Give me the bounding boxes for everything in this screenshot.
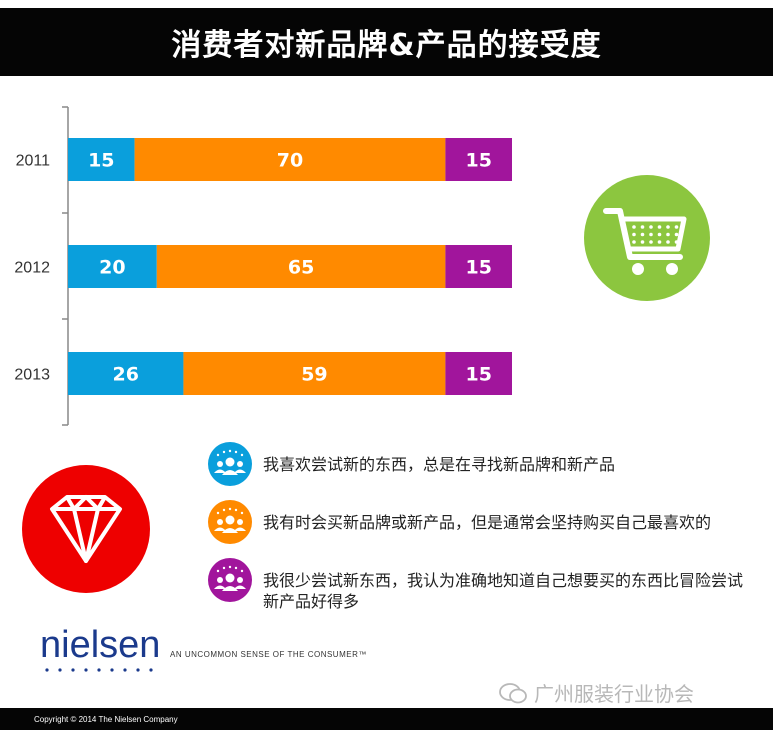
y-tick-label: 2012	[14, 260, 50, 277]
shopping-cart-icon	[584, 175, 710, 301]
bar-segment	[183, 352, 446, 395]
legend-label: 我喜欢尝试新的东西，总是在寻找新品牌和新产品	[263, 455, 616, 474]
bar-segment	[68, 138, 135, 181]
watermark-text: 广州服装行业协会	[534, 682, 694, 706]
nielsen-logo: nielsen	[40, 624, 161, 666]
bar-value-label: 26	[112, 364, 138, 386]
stacked-bar-chart: 2011 2012 2013 15 70 15 20 65 15 26 59 15	[14, 106, 512, 426]
legend-item-3: 我很少尝试新东西，我认为准确地知道自己想要买的东西比冒险尝试新产品好得多	[208, 558, 753, 612]
y-tick-label: 2013	[14, 367, 50, 384]
bar-value-label: 15	[88, 150, 114, 172]
people-stars-icon	[208, 500, 252, 544]
bar-segment	[68, 245, 157, 288]
watermark: 广州服装行业协会	[498, 678, 694, 707]
bar-value-label: 20	[99, 257, 125, 279]
bar-value-label: 70	[277, 150, 303, 172]
nielsen-logo-dots	[45, 668, 153, 672]
legend-item-1: 我喜欢尝试新的东西，总是在寻找新品牌和新产品	[208, 442, 753, 486]
diamond-icon	[22, 465, 150, 593]
legend-label: 我有时会买新品牌或新产品，但是通常会坚持购买自己最喜欢的	[263, 513, 712, 532]
bar-value-label: 59	[301, 364, 327, 386]
nielsen-tagline: AN UNCOMMON SENSE OF THE CONSUMER™	[170, 650, 367, 659]
page-title: 消费者对新品牌&产品的接受度	[0, 8, 773, 76]
bar-value-label: 65	[288, 257, 314, 279]
bar-segment	[134, 138, 446, 181]
bar-segment	[445, 138, 512, 181]
top-border	[0, 0, 773, 5]
footer-copyright: Copyright © 2014 The Nielsen Company	[0, 708, 773, 730]
bar-segment	[156, 245, 446, 288]
bar-segment	[445, 352, 512, 395]
legend-item-2: 我有时会买新品牌或新产品，但是通常会坚持购买自己最喜欢的	[208, 500, 753, 544]
bar-value-label: 15	[465, 150, 491, 172]
bar-value-label: 15	[465, 257, 491, 279]
bar-segment	[68, 352, 184, 395]
legend-label: 我很少尝试新东西，我认为准确地知道自己想要买的东西比冒险尝试新产品好得多	[263, 571, 744, 611]
bar-value-label: 15	[465, 364, 491, 386]
y-tick-label: 2011	[16, 153, 51, 170]
people-stars-icon	[208, 558, 252, 602]
people-stars-icon	[208, 442, 252, 486]
bar-segment	[445, 245, 512, 288]
wechat-icon	[499, 682, 527, 703]
